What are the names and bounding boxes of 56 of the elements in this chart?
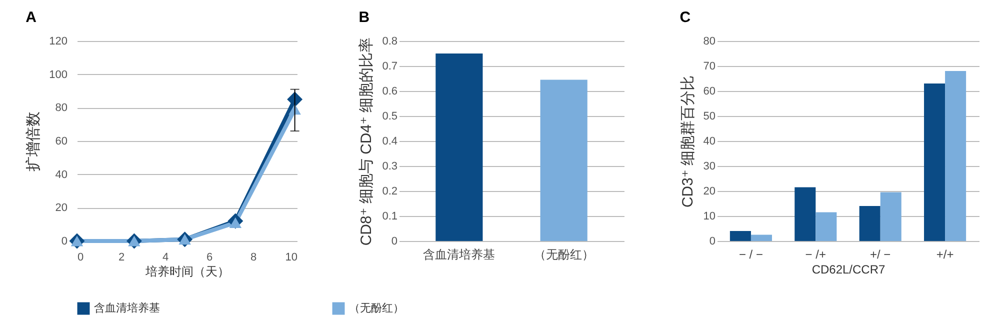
y-tick-label: 70 [703,60,716,72]
x-tick-label: − /+ [805,248,826,262]
x-tick-label: 6 [206,252,213,264]
x-tick-label: 0 [78,252,84,264]
y-axis-title: CD3⁺ 细胞群百分比 [679,75,696,208]
y-tick-label: 0 [709,236,716,248]
bar [924,84,946,241]
x-tick-label: +/+ [936,248,954,262]
x-axis-title: CD62L/CCR7 [812,262,886,276]
y-tick-label: 40 [55,168,68,181]
y-tick-label: 100 [49,68,68,81]
y-tick-label: 10 [703,210,716,222]
bar [730,231,751,241]
y-axis-title: 扩增倍数 [25,112,42,172]
y-tick-label: 0.5 [382,110,398,122]
y-tick-label: 0.4 [382,136,398,148]
y-tick-label: 40 [703,136,716,148]
y-tick-label: 120 [49,36,68,48]
chart-title: C [680,9,691,26]
x-tick-label: 4 [162,252,169,264]
y-tick-label: 0 [391,236,398,248]
y-tick-label: 60 [55,136,68,148]
y-tick-label: 20 [55,202,68,214]
y-tick-label: 0.2 [382,186,398,198]
bar [859,206,880,241]
y-tick-label: 30 [703,160,716,172]
x-tick-label: 2 [118,252,125,264]
bar [945,71,966,241]
point [229,217,242,228]
bar [880,192,902,241]
y-tick-label: 0.6 [382,86,398,98]
bar [816,212,837,241]
bar [750,234,772,241]
x-tick-label: （无酚红） [534,248,594,262]
y-tick-label: 0.8 [382,36,398,48]
y-axis-title: CD8⁺ 细胞与 CD4⁺ 细胞的比率 [358,37,376,246]
bar [794,187,816,241]
x-axis-title: 培养时间（天） [144,264,230,278]
y-tick-label: 0 [61,236,68,248]
x-tick-label: 含血清培养基 [423,248,496,262]
x-tick-label: 8 [250,252,257,264]
x-tick-label: 10 [285,252,298,264]
y-tick-label: 80 [703,36,716,48]
x-tick-label: +/ − [870,248,891,262]
legend-label: 含血清培养基 [94,302,160,315]
y-tick-label: 80 [55,102,68,114]
y-tick-label: 50 [703,110,716,122]
chart-title: B [358,9,370,26]
y-tick-label: 60 [703,86,716,98]
chart-title: A [26,9,37,26]
y-tick-label: 20 [703,186,716,198]
y-tick-label: 0.3 [382,160,398,172]
y-tick-label: 0.1 [382,210,398,222]
y-tick-label: 0.7 [382,60,398,72]
x-tick-label: − / − [738,248,763,262]
legend-label: （无酚红） [349,302,404,315]
